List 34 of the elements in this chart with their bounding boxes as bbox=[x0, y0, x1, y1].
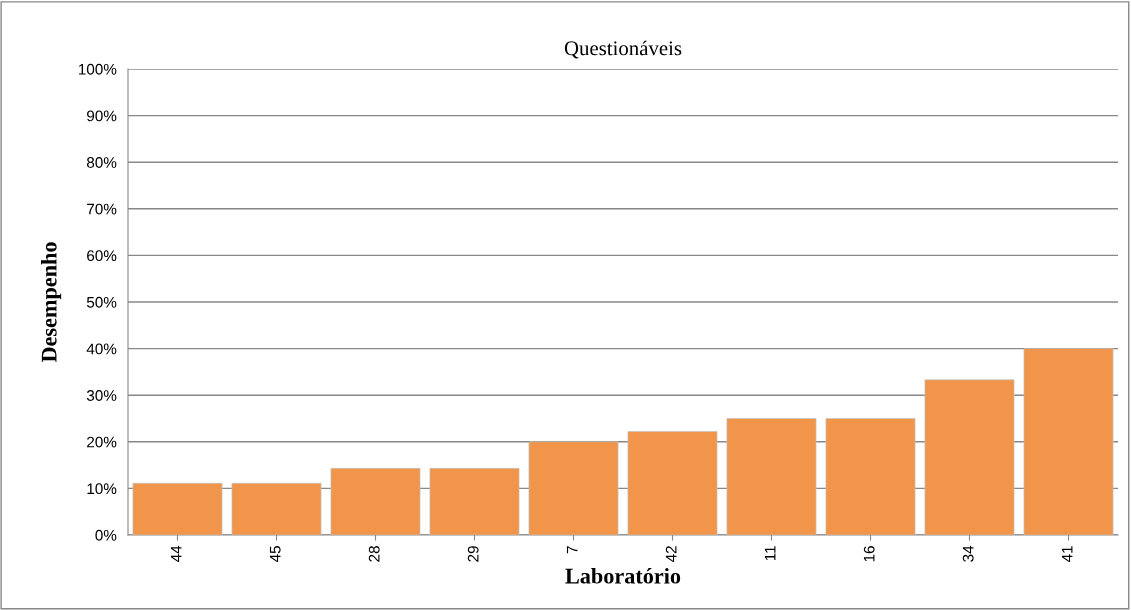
y-tick-label: 40% bbox=[86, 343, 117, 355]
x-tick-label: 41 bbox=[1061, 546, 1073, 563]
x-tick-label: 7 bbox=[566, 546, 578, 554]
bar bbox=[132, 482, 223, 535]
x-tick-label: 16 bbox=[863, 546, 875, 562]
x-axis-title: Laboratório bbox=[565, 567, 681, 584]
x-tick-label: 45 bbox=[269, 546, 281, 563]
y-tick-label: 30% bbox=[86, 390, 117, 401]
chart-title: Questionáveis bbox=[564, 40, 682, 59]
x-tick-label: 34 bbox=[962, 545, 974, 562]
y-tick-label: 0% bbox=[95, 529, 117, 541]
x-tick-label: 28 bbox=[368, 546, 380, 562]
y-tick-label: 50% bbox=[86, 296, 117, 308]
y-axis-title: Desempenho bbox=[41, 242, 62, 363]
y-tick-label: 70% bbox=[87, 203, 117, 215]
bar bbox=[330, 468, 421, 535]
y-tick-label: 100% bbox=[78, 63, 117, 75]
bar bbox=[528, 441, 619, 535]
bar bbox=[1023, 348, 1114, 535]
bar bbox=[825, 418, 916, 535]
x-tick-label: 42 bbox=[665, 546, 677, 563]
y-tick-label: 10% bbox=[87, 483, 117, 495]
bar bbox=[231, 482, 322, 535]
bar bbox=[924, 379, 1015, 535]
y-tick-label: 80% bbox=[86, 157, 117, 168]
x-tick-label: 44 bbox=[170, 545, 182, 563]
x-tick-label: 29 bbox=[467, 546, 479, 562]
bar bbox=[726, 418, 817, 535]
x-tick-label: 11 bbox=[764, 546, 776, 561]
bar bbox=[627, 431, 718, 535]
y-tick-label: 90% bbox=[87, 110, 117, 122]
bar bbox=[429, 468, 520, 535]
y-tick-label: 60% bbox=[87, 250, 117, 262]
y-tick-label: 20% bbox=[87, 436, 117, 448]
